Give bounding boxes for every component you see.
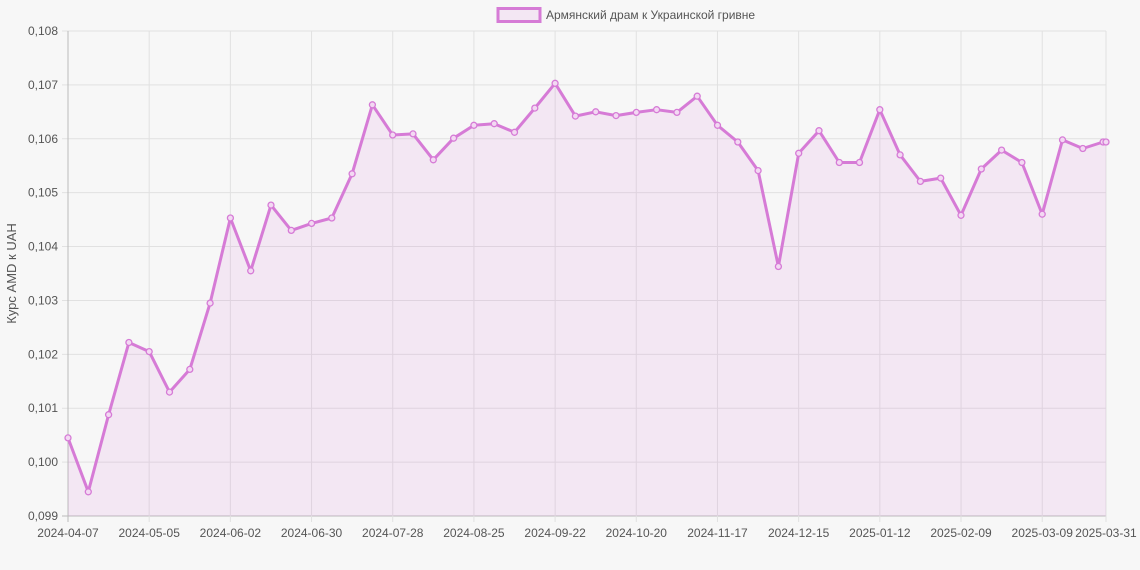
series-area (68, 83, 1106, 517)
data-point[interactable] (795, 149, 803, 157)
data-point[interactable] (652, 106, 661, 114)
y-tick-label: 0,108 (28, 24, 58, 38)
x-tick-label: 2024-10-20 (606, 526, 668, 540)
data-point[interactable] (815, 127, 823, 135)
data-point[interactable] (977, 165, 985, 173)
x-tick-label: 2024-04-07 (37, 526, 99, 540)
data-point[interactable] (125, 338, 133, 347)
data-point[interactable] (937, 174, 945, 182)
data-point[interactable] (145, 347, 153, 356)
data-point[interactable] (774, 262, 783, 271)
data-point[interactable] (64, 434, 72, 442)
data-point[interactable] (632, 108, 640, 117)
x-tick-label: 2024-06-02 (200, 526, 262, 540)
data-point[interactable] (1018, 158, 1026, 167)
x-tick-label: 2025-03-09 (1012, 526, 1074, 540)
data-point[interactable] (206, 299, 214, 307)
data-point[interactable] (957, 211, 965, 219)
data-point[interactable] (1079, 144, 1087, 153)
x-tick-label: 2024-11-17 (687, 526, 748, 540)
data-point[interactable] (368, 101, 377, 109)
data-point[interactable] (348, 170, 356, 178)
data-point[interactable] (247, 267, 255, 275)
y-tick-label: 0,101 (28, 401, 58, 415)
data-point[interactable] (389, 131, 397, 139)
data-point[interactable] (997, 146, 1006, 154)
data-point[interactable] (1102, 138, 1110, 146)
x-tick-label: 2024-05-05 (118, 526, 180, 540)
data-point[interactable] (612, 111, 620, 120)
data-point[interactable] (409, 130, 417, 138)
data-point[interactable] (429, 156, 437, 164)
data-point[interactable] (226, 214, 235, 222)
data-point[interactable] (713, 121, 722, 129)
x-tick-label: 2024-06-30 (281, 526, 343, 540)
data-point[interactable] (734, 138, 742, 146)
x-tick-label: 2025-02-09 (930, 526, 992, 540)
data-point[interactable] (186, 365, 194, 374)
y-axis-title: Курс AMD к UAH (4, 223, 19, 324)
y-tick-label: 0,100 (28, 455, 58, 469)
y-axis-ticks: 0,099 0,100 0,101 0,102 0,103 0,104 0,105 0,106… (28, 24, 58, 523)
data-point[interactable] (916, 177, 925, 186)
x-tick-label: 2024-09-22 (524, 526, 586, 540)
data-point[interactable] (84, 488, 92, 496)
data-point[interactable] (896, 151, 904, 159)
y-tick-label: 0,107 (28, 78, 58, 92)
data-point[interactable] (1058, 136, 1067, 144)
data-point[interactable] (104, 411, 113, 419)
data-point[interactable] (835, 158, 843, 167)
data-point[interactable] (165, 388, 174, 396)
x-tick-label: 2024-08-25 (443, 526, 505, 540)
y-tick-label: 0,102 (28, 347, 58, 361)
data-point[interactable] (1038, 210, 1046, 218)
data-point[interactable] (551, 79, 559, 87)
data-point[interactable] (307, 219, 316, 228)
data-point[interactable] (754, 166, 762, 175)
gridlines (62, 30, 1107, 522)
data-points (64, 79, 1110, 496)
data-point[interactable] (571, 112, 580, 120)
area-fill (68, 83, 1106, 517)
y-tick-label: 0,105 (28, 186, 58, 200)
data-point[interactable] (876, 106, 884, 114)
legend-label[interactable]: Армянский драм к Украинской гривне (546, 8, 755, 22)
x-tick-label: 2024-07-28 (362, 526, 424, 540)
data-point[interactable] (287, 226, 295, 235)
data-point[interactable] (592, 108, 600, 116)
data-point[interactable] (470, 121, 478, 129)
data-point[interactable] (855, 158, 864, 167)
data-point[interactable] (693, 92, 701, 100)
data-point[interactable] (328, 214, 336, 222)
data-point[interactable] (449, 134, 458, 142)
y-tick-label: 0,099 (28, 509, 58, 523)
data-point[interactable] (673, 108, 681, 117)
x-axis-ticks: 2024-04-07 2024-05-05 2024-06-02 2024-06-30… (37, 526, 1137, 540)
x-tick-label: 2024-12-15 (768, 526, 830, 540)
legend[interactable]: Армянский драм к Украинской гривне (496, 7, 755, 23)
data-point[interactable] (267, 201, 275, 209)
y-tick-label: 0,103 (28, 293, 58, 307)
data-point[interactable] (531, 104, 539, 112)
x-tick-label: 2025-01-12 (849, 526, 911, 540)
data-point[interactable] (510, 128, 519, 136)
x-tick-label: 2025-03-31 (1075, 526, 1137, 540)
legend-swatch[interactable] (496, 7, 542, 23)
y-tick-label: 0,106 (28, 132, 58, 146)
y-tick-label: 0,104 (28, 240, 58, 254)
data-point[interactable] (490, 120, 498, 128)
